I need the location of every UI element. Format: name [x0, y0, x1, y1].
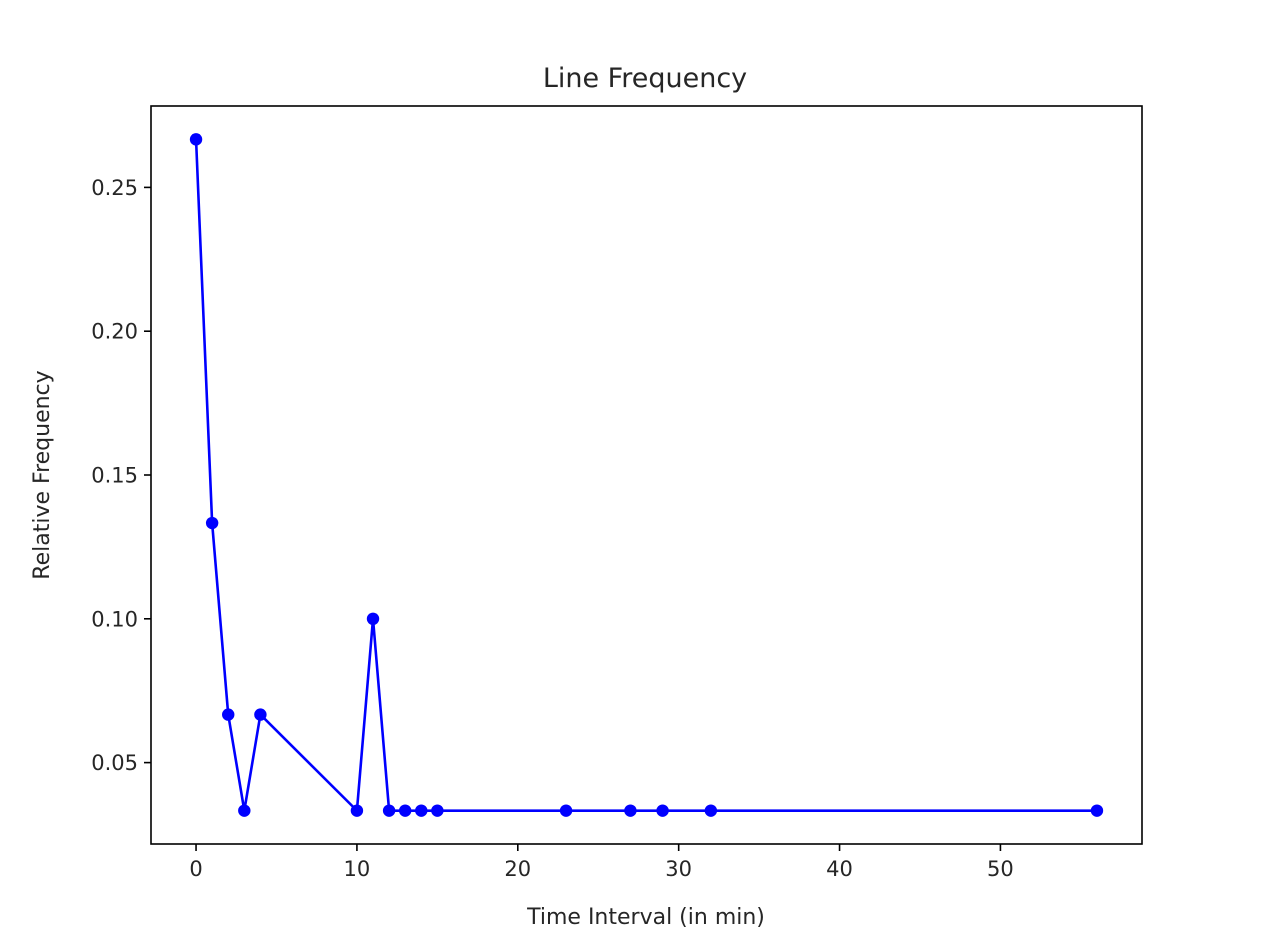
x-axis-label: Time Interval (in min): [526, 905, 765, 930]
x-tick-label: 10: [344, 857, 371, 881]
x-tick-label: 30: [665, 857, 692, 881]
x-tick-label: 50: [987, 857, 1014, 881]
data-point: [238, 804, 251, 817]
series-layer: [189, 133, 1104, 817]
data-point: [431, 804, 444, 817]
x-tick-label: 0: [189, 857, 202, 881]
x-axis: 0 10 20 30 40 50: [189, 844, 1014, 881]
data-point: [559, 804, 573, 817]
x-tick-label: 40: [826, 857, 853, 881]
data-point: [704, 804, 718, 817]
x-tick-label: 20: [504, 857, 531, 881]
data-point: [1090, 804, 1104, 817]
y-tick-label: 0.10: [91, 607, 138, 631]
data-point: [624, 804, 637, 817]
data-point: [350, 804, 364, 817]
data-point: [205, 516, 219, 530]
y-axis: 0.05 0.10 0.15 0.20 0.25: [91, 176, 151, 775]
series-line: [194, 139, 1097, 812]
chart-title: Line Frequency: [543, 63, 747, 94]
data-point: [222, 708, 235, 721]
data-point: [398, 804, 412, 817]
y-axis-label: Relative Frequency: [30, 370, 55, 579]
data-point: [656, 804, 669, 817]
data-point: [415, 804, 428, 817]
y-tick-label: 0.05: [91, 751, 138, 775]
plot-area: [150, 105, 1143, 845]
y-tick-label: 0.15: [91, 464, 138, 488]
data-point: [366, 612, 380, 626]
data-point: [382, 804, 396, 817]
axes-frame: [150, 105, 1143, 845]
y-tick-label: 0.20: [91, 320, 138, 344]
data-point: [189, 133, 203, 146]
data-point: [254, 708, 267, 721]
y-tick-label: 0.25: [91, 176, 138, 200]
